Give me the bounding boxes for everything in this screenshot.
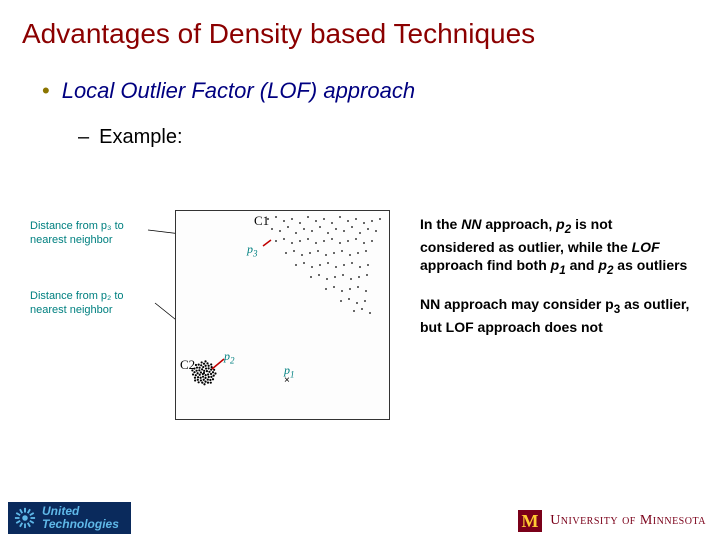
annotation-p3: Distance from p₃ to nearest neighbor [30,220,150,248]
label-p2: p2 [224,349,235,365]
label-c2: C2 [180,357,195,373]
bullet-lof: Local Outlier Factor (LOF) approach [0,50,720,104]
p1-marker: × [284,375,290,386]
scatter-svg [176,211,391,421]
logo-umn-m: M [518,510,542,532]
explain-para2: NN approach may consider p3 as outlier, … [420,295,690,336]
label-p3: p3 [247,242,258,258]
slide-title: Advantages of Density based Techniques [0,0,720,50]
logo-utc: United Technologies [8,502,131,534]
scatter-plot: C1 C2 p3 p2 p1 × [175,210,390,420]
explain-para1: In the NN approach, p2 is not considered… [420,215,690,279]
label-c1: C1 [254,213,269,229]
bullet-example: Example: [0,104,720,149]
explanation-text: In the NN approach, p2 is not considered… [420,215,690,352]
logo-umn: M University of Minnesota [518,510,706,532]
logo-umn-text: University of Minnesota [550,513,706,529]
gear-icon [14,507,36,529]
annotation-p2: Distance from p₂ to nearest neighbor [30,290,160,318]
diagram-area: Distance from p₃ to nearest neighbor Dis… [30,200,410,440]
logo-utc-text: United Technologies [42,505,119,530]
